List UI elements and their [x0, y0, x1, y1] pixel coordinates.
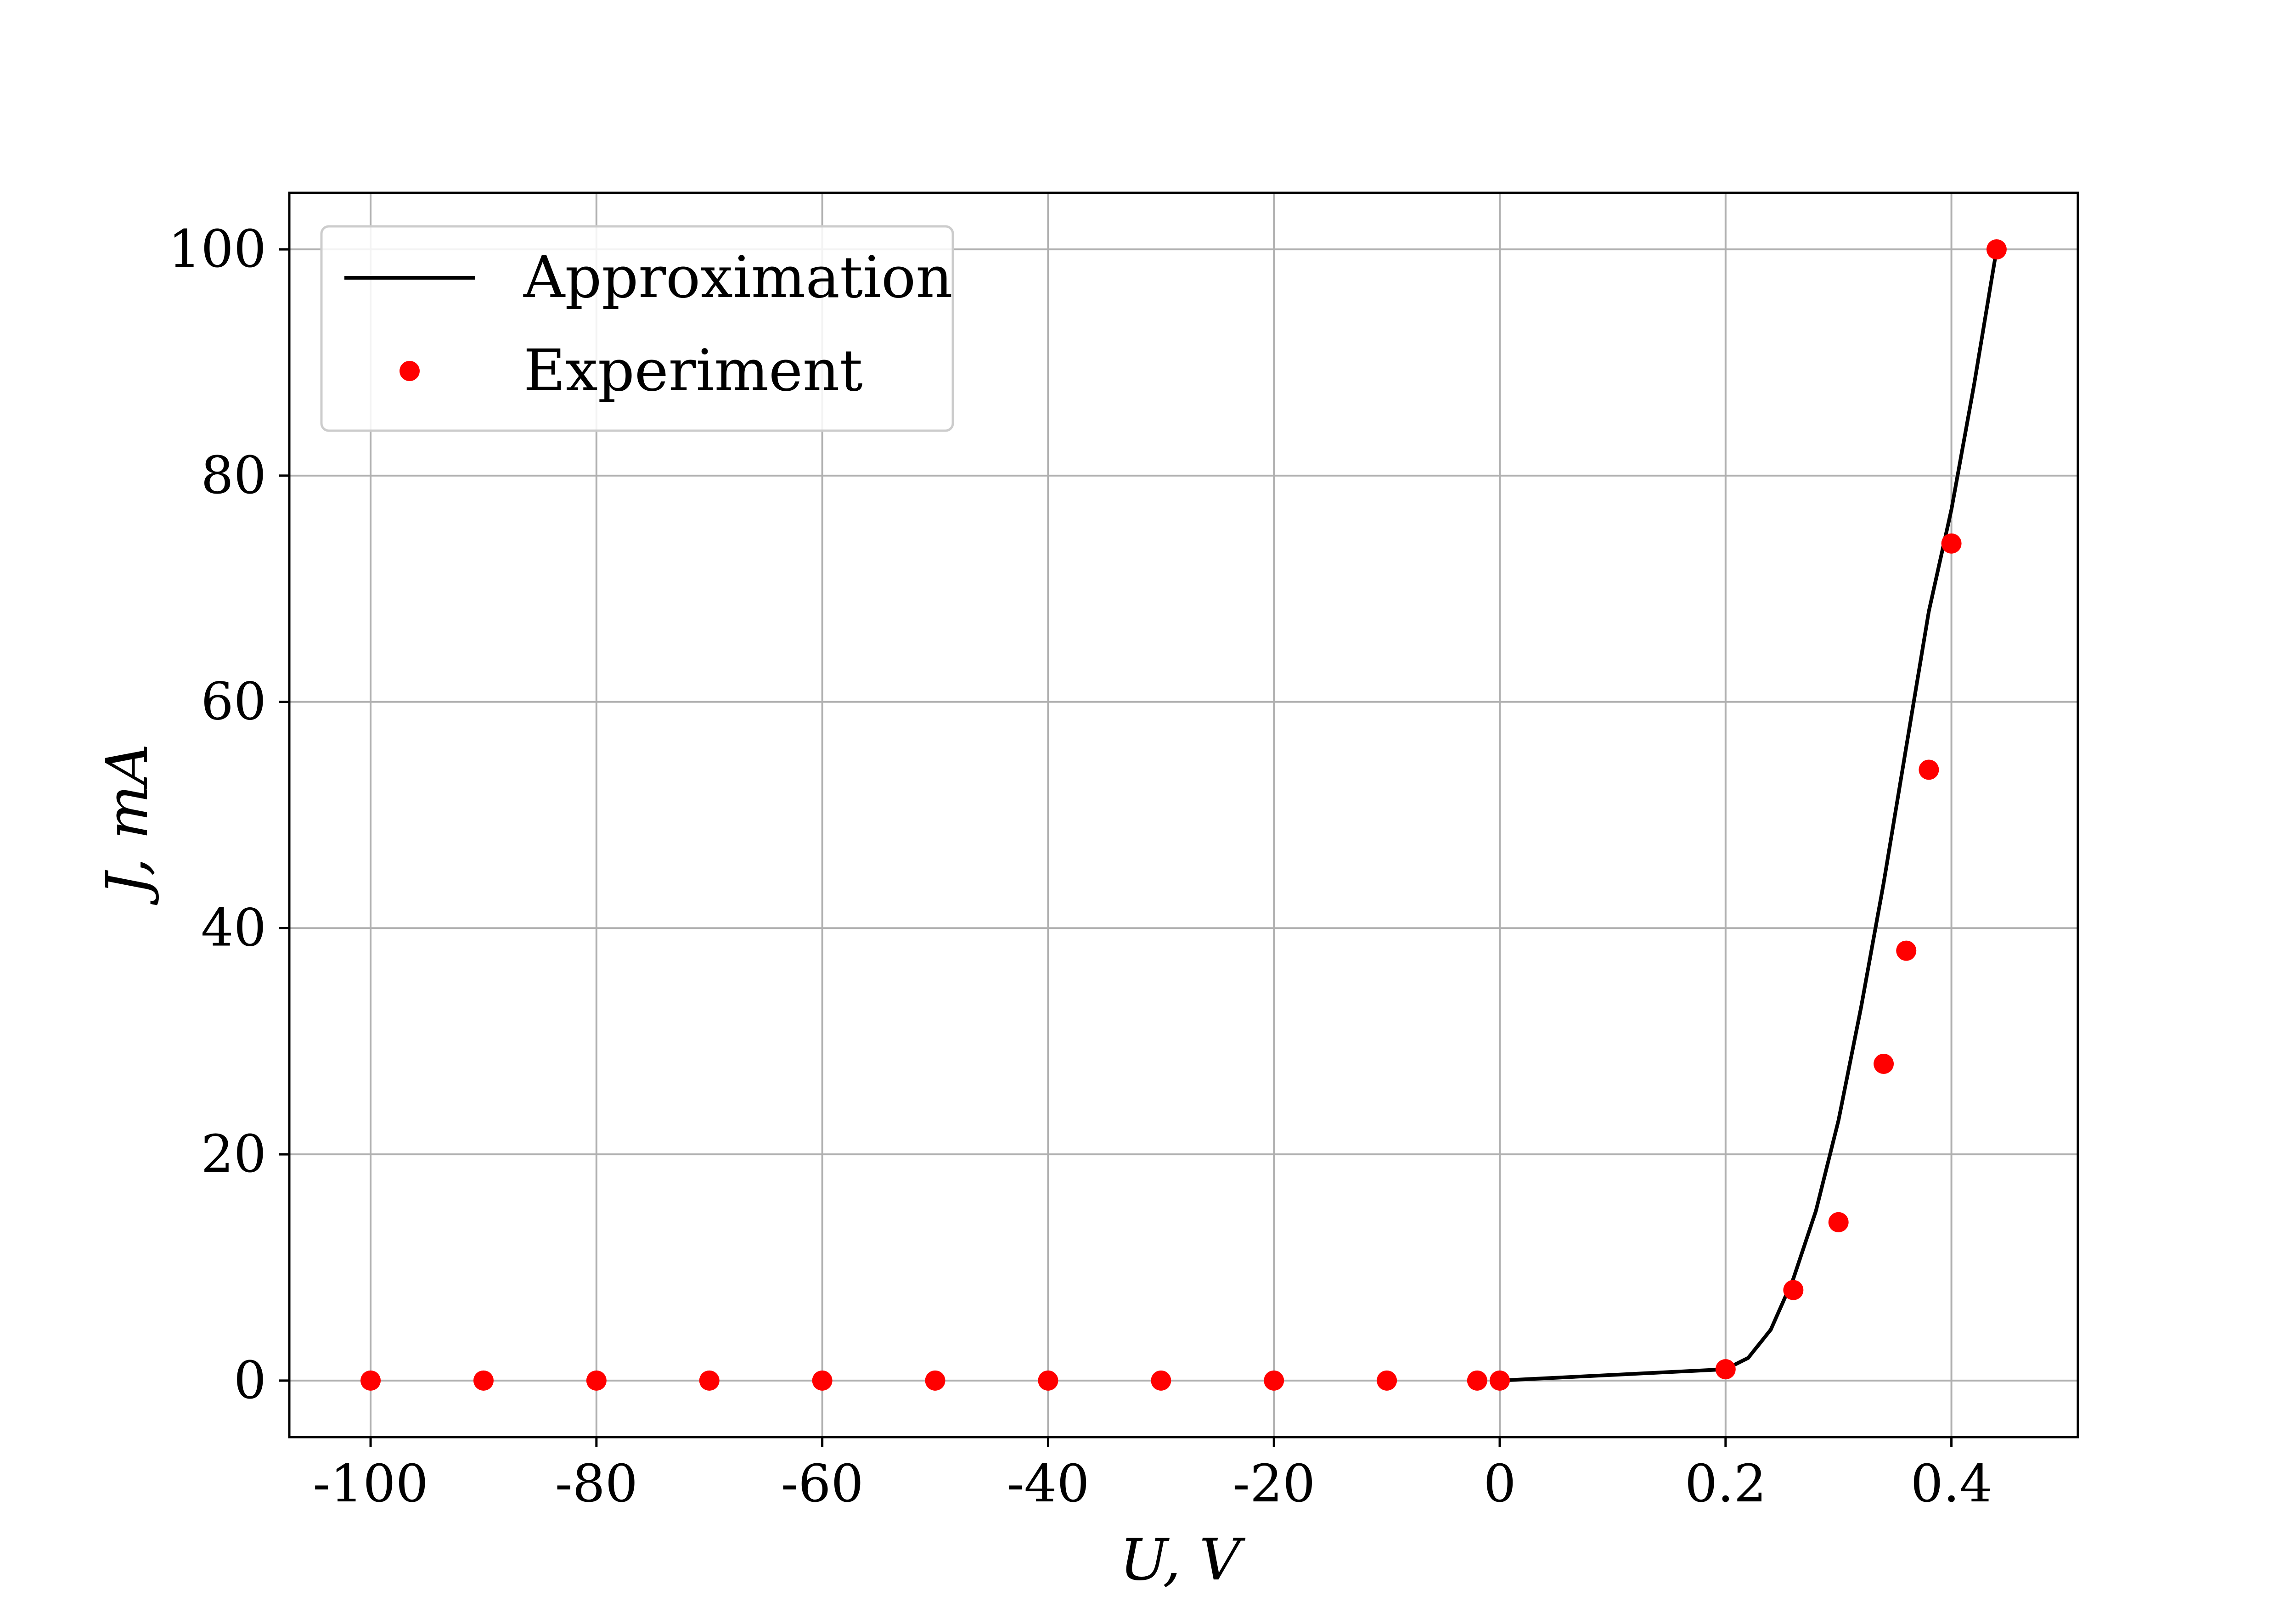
experiment-point [1896, 940, 1917, 961]
x-tick-label: 0.2 [1685, 1454, 1767, 1514]
y-tick-label: 80 [201, 446, 266, 506]
experiment-point [586, 1370, 607, 1391]
legend-marker-swatch [400, 361, 420, 381]
experiment-point [1038, 1370, 1058, 1391]
x-tick-label: -80 [555, 1454, 638, 1514]
experiment-point [1919, 759, 1939, 780]
experiment-point [1828, 1212, 1849, 1232]
x-tick-label: -40 [1007, 1454, 1089, 1514]
x-tick-label: 0.4 [1911, 1454, 1992, 1514]
x-tick-label: -60 [781, 1454, 863, 1514]
y-tick-label: 0 [234, 1351, 266, 1410]
experiment-point [1264, 1370, 1284, 1391]
y-axis-label: J, mA [94, 743, 161, 905]
y-tick-label: 100 [168, 219, 266, 279]
experiment-point [812, 1370, 833, 1391]
plot-frame [288, 191, 2079, 1438]
experiment-point [1490, 1370, 1510, 1391]
grid [289, 193, 2078, 1437]
legend-label-approximation: Approximation [523, 244, 953, 311]
experiment-point [925, 1370, 945, 1391]
experiment-point [1874, 1054, 1894, 1074]
plot-series [360, 239, 2007, 1391]
legend-box [320, 225, 954, 432]
x-tick-label: 0 [1483, 1454, 1516, 1514]
experiment-point [1715, 1359, 1736, 1380]
x-tick-label: -100 [313, 1454, 428, 1514]
x-tick-label: -20 [1232, 1454, 1315, 1514]
experiment-point [1467, 1370, 1487, 1391]
experiment-point [1941, 533, 1962, 554]
x-axis-label: U, V [1120, 1527, 1245, 1593]
experiment-point [1986, 239, 2007, 260]
y-tick-label: 20 [201, 1124, 266, 1184]
experiment-point [1783, 1280, 1804, 1300]
approximation-line [1499, 249, 1998, 1382]
legend-label-experiment: Experiment [523, 337, 863, 404]
experiment-point [699, 1370, 720, 1391]
experiment-point [1377, 1370, 1397, 1391]
legend: Approximation Experiment [320, 225, 954, 432]
experiment-point [1151, 1370, 1171, 1391]
axis-ticks: -100 -80 -60 -40 -20 0 0.2 0.4 0 20 40 60 80 100 [168, 219, 1992, 1514]
y-tick-label: 40 [201, 898, 266, 958]
experiment-point [473, 1370, 494, 1391]
experiment-point [360, 1370, 381, 1391]
y-tick-label: 60 [201, 672, 266, 732]
